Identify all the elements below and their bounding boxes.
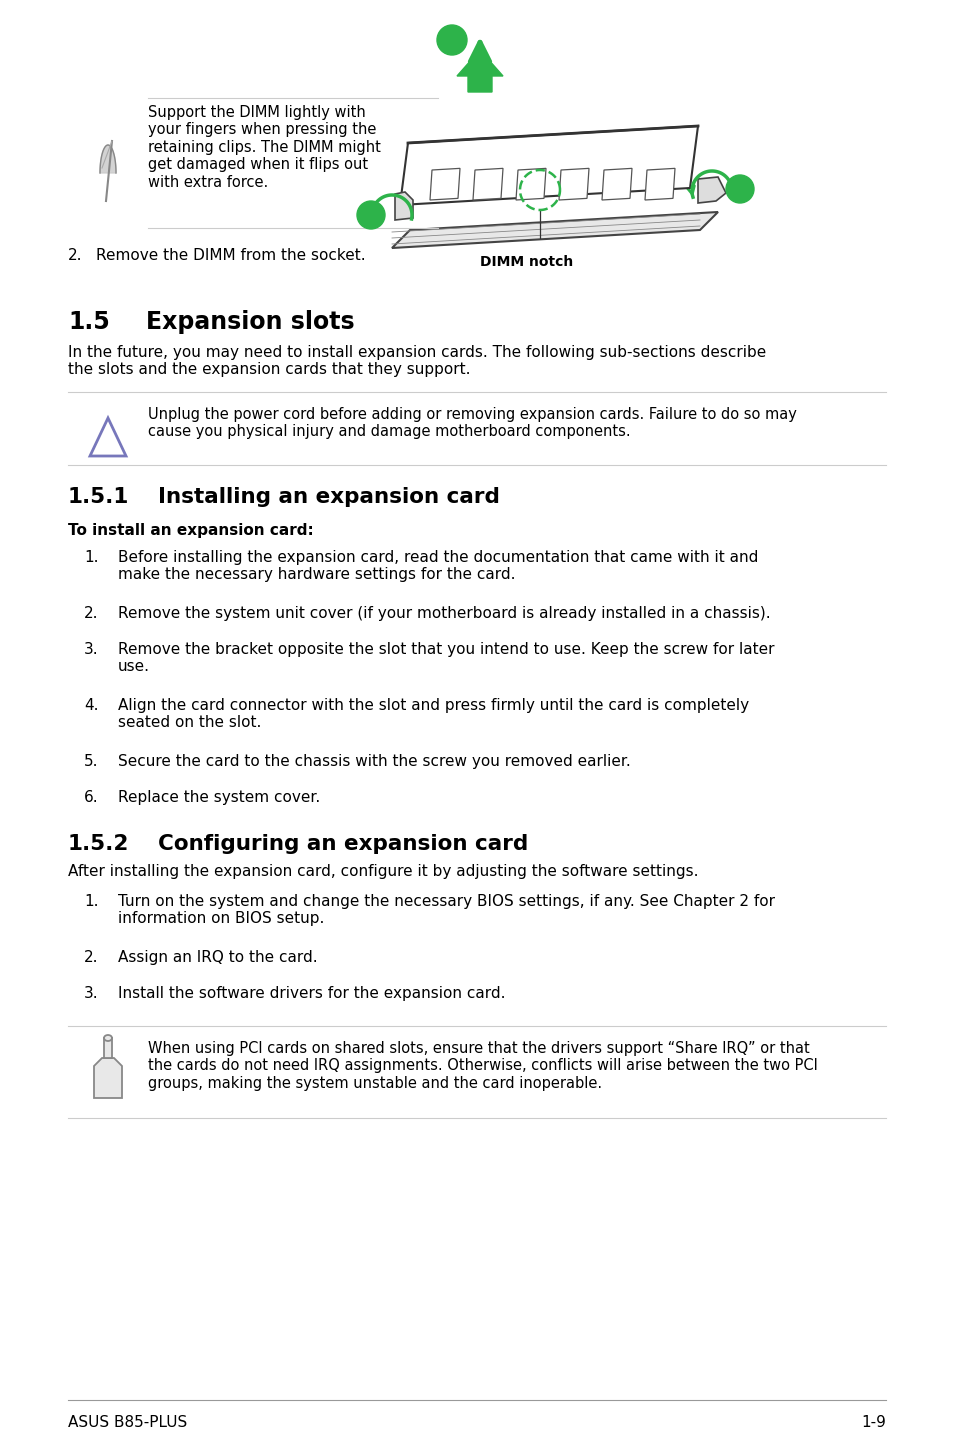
Text: Align the card connector with the slot and press firmly until the card is comple: Align the card connector with the slot a… (118, 697, 748, 731)
Circle shape (725, 175, 753, 203)
Text: Secure the card to the chassis with the screw you removed earlier.: Secure the card to the chassis with the … (118, 754, 630, 769)
Text: 2: 2 (447, 33, 456, 47)
Text: 1.: 1. (84, 894, 98, 909)
Text: Expansion slots: Expansion slots (146, 311, 355, 334)
Text: To install an expansion card:: To install an expansion card: (68, 523, 314, 538)
Text: 1.5: 1.5 (68, 311, 110, 334)
FancyArrow shape (456, 50, 502, 92)
Text: Assign an IRQ to the card.: Assign an IRQ to the card. (118, 951, 317, 965)
Text: Configuring an expansion card: Configuring an expansion card (158, 834, 528, 854)
Text: 5.: 5. (84, 754, 98, 769)
Text: 6.: 6. (84, 789, 98, 805)
Polygon shape (601, 168, 631, 200)
Ellipse shape (104, 1035, 112, 1041)
Text: 1.: 1. (84, 549, 98, 565)
Text: 2.: 2. (84, 951, 98, 965)
Text: Unplug the power cord before adding or removing expansion cards. Failure to do s: Unplug the power cord before adding or r… (148, 407, 796, 440)
Polygon shape (644, 168, 675, 200)
Text: 1: 1 (735, 183, 744, 196)
Polygon shape (473, 168, 502, 200)
Text: 3.: 3. (84, 641, 98, 657)
Polygon shape (698, 177, 725, 203)
Polygon shape (100, 145, 116, 173)
Text: 1: 1 (366, 209, 375, 221)
Text: 1.5.2: 1.5.2 (68, 834, 130, 854)
Text: Remove the DIMM from the socket.: Remove the DIMM from the socket. (96, 247, 365, 263)
Polygon shape (395, 193, 413, 220)
Polygon shape (399, 127, 698, 206)
Circle shape (436, 24, 467, 55)
Polygon shape (516, 168, 545, 200)
Text: Turn on the system and change the necessary BIOS settings, if any. See Chapter 2: Turn on the system and change the necess… (118, 894, 774, 926)
Text: Replace the system cover.: Replace the system cover. (118, 789, 320, 805)
Text: Installing an expansion card: Installing an expansion card (158, 487, 499, 508)
Text: 2.: 2. (68, 247, 82, 263)
Polygon shape (558, 168, 588, 200)
Text: 2.: 2. (84, 605, 98, 621)
Text: 1-9: 1-9 (861, 1415, 885, 1429)
Polygon shape (104, 1038, 112, 1058)
Polygon shape (90, 418, 126, 456)
Text: ASUS B85-PLUS: ASUS B85-PLUS (68, 1415, 187, 1429)
Text: Remove the system unit cover (if your motherboard is already installed in a chas: Remove the system unit cover (if your mo… (118, 605, 770, 621)
Text: DIMM notch: DIMM notch (479, 255, 573, 269)
Text: Remove the bracket opposite the slot that you intend to use. Keep the screw for : Remove the bracket opposite the slot tha… (118, 641, 774, 674)
Text: ⚡: ⚡ (101, 439, 114, 457)
Text: After installing the expansion card, configure it by adjusting the software sett: After installing the expansion card, con… (68, 864, 698, 879)
Text: Before installing the expansion card, read the documentation that came with it a: Before installing the expansion card, re… (118, 549, 758, 582)
Circle shape (356, 201, 385, 229)
Text: Support the DIMM lightly with
your fingers when pressing the
retaining clips. Th: Support the DIMM lightly with your finge… (148, 105, 380, 190)
Text: 1.5.1: 1.5.1 (68, 487, 130, 508)
Polygon shape (430, 168, 459, 200)
Polygon shape (94, 1058, 122, 1099)
Polygon shape (392, 211, 718, 247)
Text: In the future, you may need to install expansion cards. The following sub-sectio: In the future, you may need to install e… (68, 345, 765, 377)
Text: 3.: 3. (84, 986, 98, 1001)
Text: Install the software drivers for the expansion card.: Install the software drivers for the exp… (118, 986, 505, 1001)
Text: 4.: 4. (84, 697, 98, 713)
Text: When using PCI cards on shared slots, ensure that the drivers support “Share IRQ: When using PCI cards on shared slots, en… (148, 1041, 817, 1091)
